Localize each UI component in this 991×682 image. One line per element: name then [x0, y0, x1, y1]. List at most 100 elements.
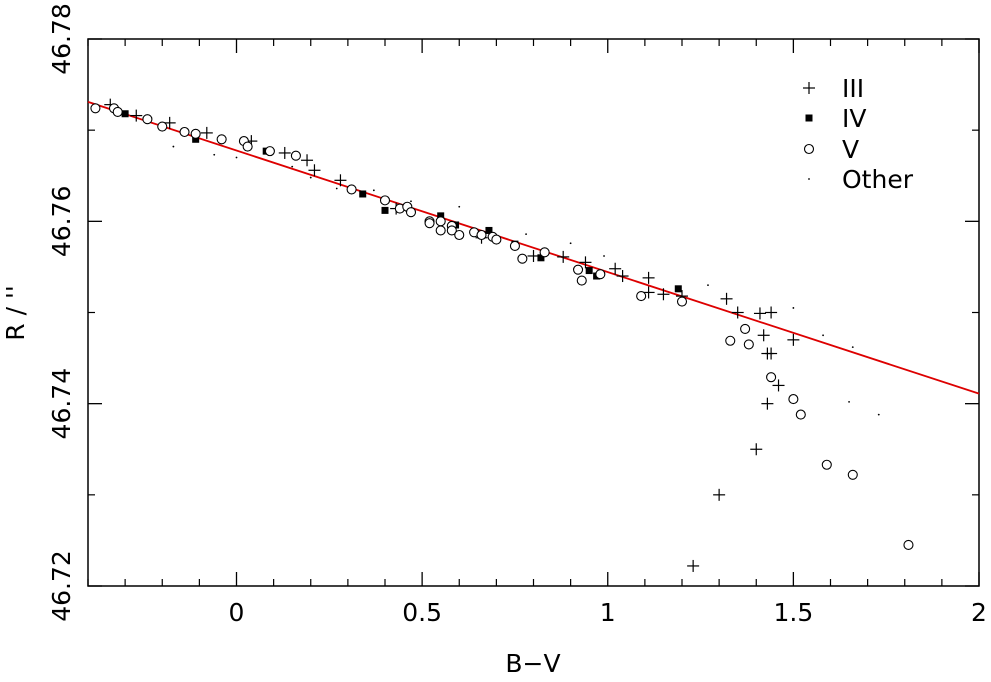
marker-filled-square — [805, 114, 813, 122]
legend-label: III — [842, 74, 864, 103]
legend-item-v: V — [803, 135, 859, 164]
marker-filled-square — [381, 206, 389, 214]
marker-open-circle — [424, 218, 435, 229]
y-tick-label: 46.76 — [47, 186, 76, 258]
marker-plus — [765, 306, 778, 319]
marker-dot — [851, 346, 854, 349]
marker-dot — [291, 165, 294, 168]
marker-open-circle — [435, 216, 446, 227]
marker-dot — [603, 255, 605, 257]
marker-open-circle — [242, 141, 253, 152]
marker-dot — [172, 145, 175, 148]
marker-open-circle — [847, 469, 858, 480]
marker-open-circle — [509, 240, 520, 251]
marker-dot — [569, 242, 572, 245]
x-tick-label: 0.5 — [402, 598, 442, 627]
legend-label: V — [842, 135, 859, 164]
marker-open-circle — [788, 394, 799, 405]
marker-plus — [687, 559, 700, 572]
legend-item-iv: IV — [805, 104, 866, 133]
marker-plus — [609, 262, 622, 275]
marker-open-circle — [476, 229, 487, 241]
marker-filled-square — [537, 254, 545, 262]
marker-plus — [753, 307, 766, 320]
fit-line-layer — [87, 101, 980, 395]
legend-label: IV — [842, 104, 866, 133]
marker-filled-square — [485, 226, 493, 234]
marker-plus — [757, 329, 770, 342]
marker-plus — [557, 250, 570, 263]
marker-plus — [200, 126, 213, 139]
marker-open-circle — [190, 128, 201, 139]
data-points-layer — [90, 98, 914, 572]
marker-dot — [848, 400, 850, 403]
marker-open-circle — [903, 539, 914, 551]
marker-plus — [713, 488, 726, 501]
series-v — [90, 103, 914, 551]
y-tick-labels: 46.72 46.74 46.76 46.78 — [47, 3, 76, 622]
marker-open-circle — [821, 459, 832, 470]
marker-open-circle — [766, 372, 777, 383]
legend-label: Other — [842, 165, 914, 194]
x-tick-label: 2 — [971, 598, 987, 627]
marker-dot — [877, 413, 880, 416]
x-tick-label: 1.5 — [773, 598, 813, 627]
marker-plus — [334, 174, 347, 187]
marker-dot — [808, 178, 810, 180]
marker-open-circle — [346, 184, 357, 195]
marker-open-circle — [216, 134, 227, 145]
legend-item-iii: III — [803, 74, 864, 103]
y-axis-title: R / '' — [1, 285, 30, 340]
marker-open-circle — [491, 234, 502, 245]
marker-open-circle — [446, 225, 457, 236]
marker-dot — [822, 334, 824, 337]
marker-dot — [309, 176, 312, 179]
marker-plus — [765, 347, 778, 360]
marker-filled-square — [192, 135, 200, 143]
x-tick-label: 1 — [600, 598, 616, 627]
legend-item-other: Other — [808, 165, 914, 194]
marker-dot — [235, 156, 238, 159]
marker-plus — [616, 270, 629, 283]
marker-dot — [335, 187, 338, 190]
marker-filled-square — [437, 212, 445, 220]
marker-open-circle — [539, 247, 550, 258]
marker-open-circle — [743, 339, 754, 350]
marker-dot — [707, 284, 709, 287]
axis-ticks — [87, 38, 980, 587]
marker-open-circle — [795, 409, 806, 420]
y-tick-label: 46.74 — [47, 368, 76, 440]
series-other — [172, 145, 880, 416]
marker-plus — [761, 397, 774, 410]
marker-filled-square — [585, 267, 593, 275]
marker-open-circle — [595, 269, 606, 280]
marker-dot — [792, 307, 795, 309]
marker-dot — [525, 233, 527, 235]
marker-open-circle — [454, 229, 465, 241]
marker-plus — [130, 109, 143, 122]
y-tick-label: 46.72 — [47, 550, 76, 622]
marker-dot — [213, 153, 216, 156]
marker-plus — [803, 82, 815, 94]
marker-dot — [458, 205, 461, 208]
marker-plus — [787, 333, 800, 346]
marker-open-circle — [676, 296, 688, 307]
marker-open-circle — [157, 121, 168, 132]
marker-plus — [579, 256, 592, 269]
series-iv — [121, 110, 682, 293]
marker-plus — [750, 443, 763, 456]
marker-open-circle — [179, 126, 190, 138]
marker-open-circle — [636, 291, 647, 302]
marker-open-circle — [803, 143, 815, 155]
marker-filled-square — [121, 110, 129, 118]
marker-open-circle — [290, 150, 301, 161]
fit-line — [87, 101, 980, 395]
marker-open-circle — [142, 114, 153, 125]
marker-open-circle — [264, 146, 275, 157]
x-tick-label: 0 — [229, 598, 245, 627]
marker-open-circle — [572, 264, 584, 275]
marker-filled-square — [359, 190, 367, 198]
marker-plus — [720, 292, 733, 305]
